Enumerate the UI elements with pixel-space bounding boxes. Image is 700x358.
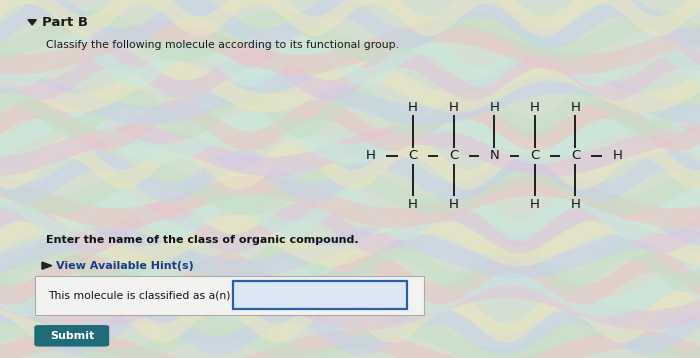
Text: H: H [570,198,580,211]
Polygon shape [0,0,700,36]
Text: H: H [489,101,499,114]
Polygon shape [0,253,700,305]
Polygon shape [0,240,700,292]
Polygon shape [0,214,700,266]
Text: C: C [530,149,540,162]
Text: Classify the following molecule according to its functional group.: Classify the following molecule accordin… [46,40,398,50]
Polygon shape [0,329,700,358]
Text: H: H [530,101,540,114]
Polygon shape [0,0,700,49]
Text: H: H [408,101,418,114]
Polygon shape [0,23,700,74]
Text: N: N [489,149,499,162]
Polygon shape [0,316,700,358]
Polygon shape [0,304,700,356]
Polygon shape [0,150,700,202]
Text: H: H [449,198,458,211]
Text: H: H [408,198,418,211]
Polygon shape [0,265,700,317]
Polygon shape [0,112,700,164]
Polygon shape [0,35,700,87]
Polygon shape [0,74,700,126]
Polygon shape [0,202,700,253]
Text: This molecule is classified as a(n): This molecule is classified as a(n) [48,290,230,300]
Polygon shape [0,291,700,343]
Text: H: H [612,149,622,162]
Polygon shape [42,262,52,269]
Text: C: C [570,149,580,162]
Text: H: H [570,101,580,114]
Polygon shape [0,10,700,62]
Text: C: C [449,149,458,162]
Text: C: C [408,149,418,162]
FancyBboxPatch shape [35,276,423,315]
FancyBboxPatch shape [34,325,109,347]
Polygon shape [0,227,700,279]
Text: Part B: Part B [42,16,88,29]
Polygon shape [28,20,36,25]
Text: Submit: Submit [50,331,94,341]
Polygon shape [0,86,700,138]
Text: H: H [449,101,458,114]
FancyBboxPatch shape [233,281,407,309]
Text: View Available Hint(s): View Available Hint(s) [56,261,194,271]
Polygon shape [0,163,700,215]
Polygon shape [0,48,700,100]
Polygon shape [0,99,700,151]
Text: H: H [366,149,376,162]
Text: Enter the name of the class of organic compound.: Enter the name of the class of organic c… [46,235,358,245]
Polygon shape [0,278,700,330]
Polygon shape [0,61,700,113]
Polygon shape [0,176,700,228]
Polygon shape [0,189,700,241]
Polygon shape [0,137,700,189]
Polygon shape [0,125,700,177]
Text: H: H [530,198,540,211]
